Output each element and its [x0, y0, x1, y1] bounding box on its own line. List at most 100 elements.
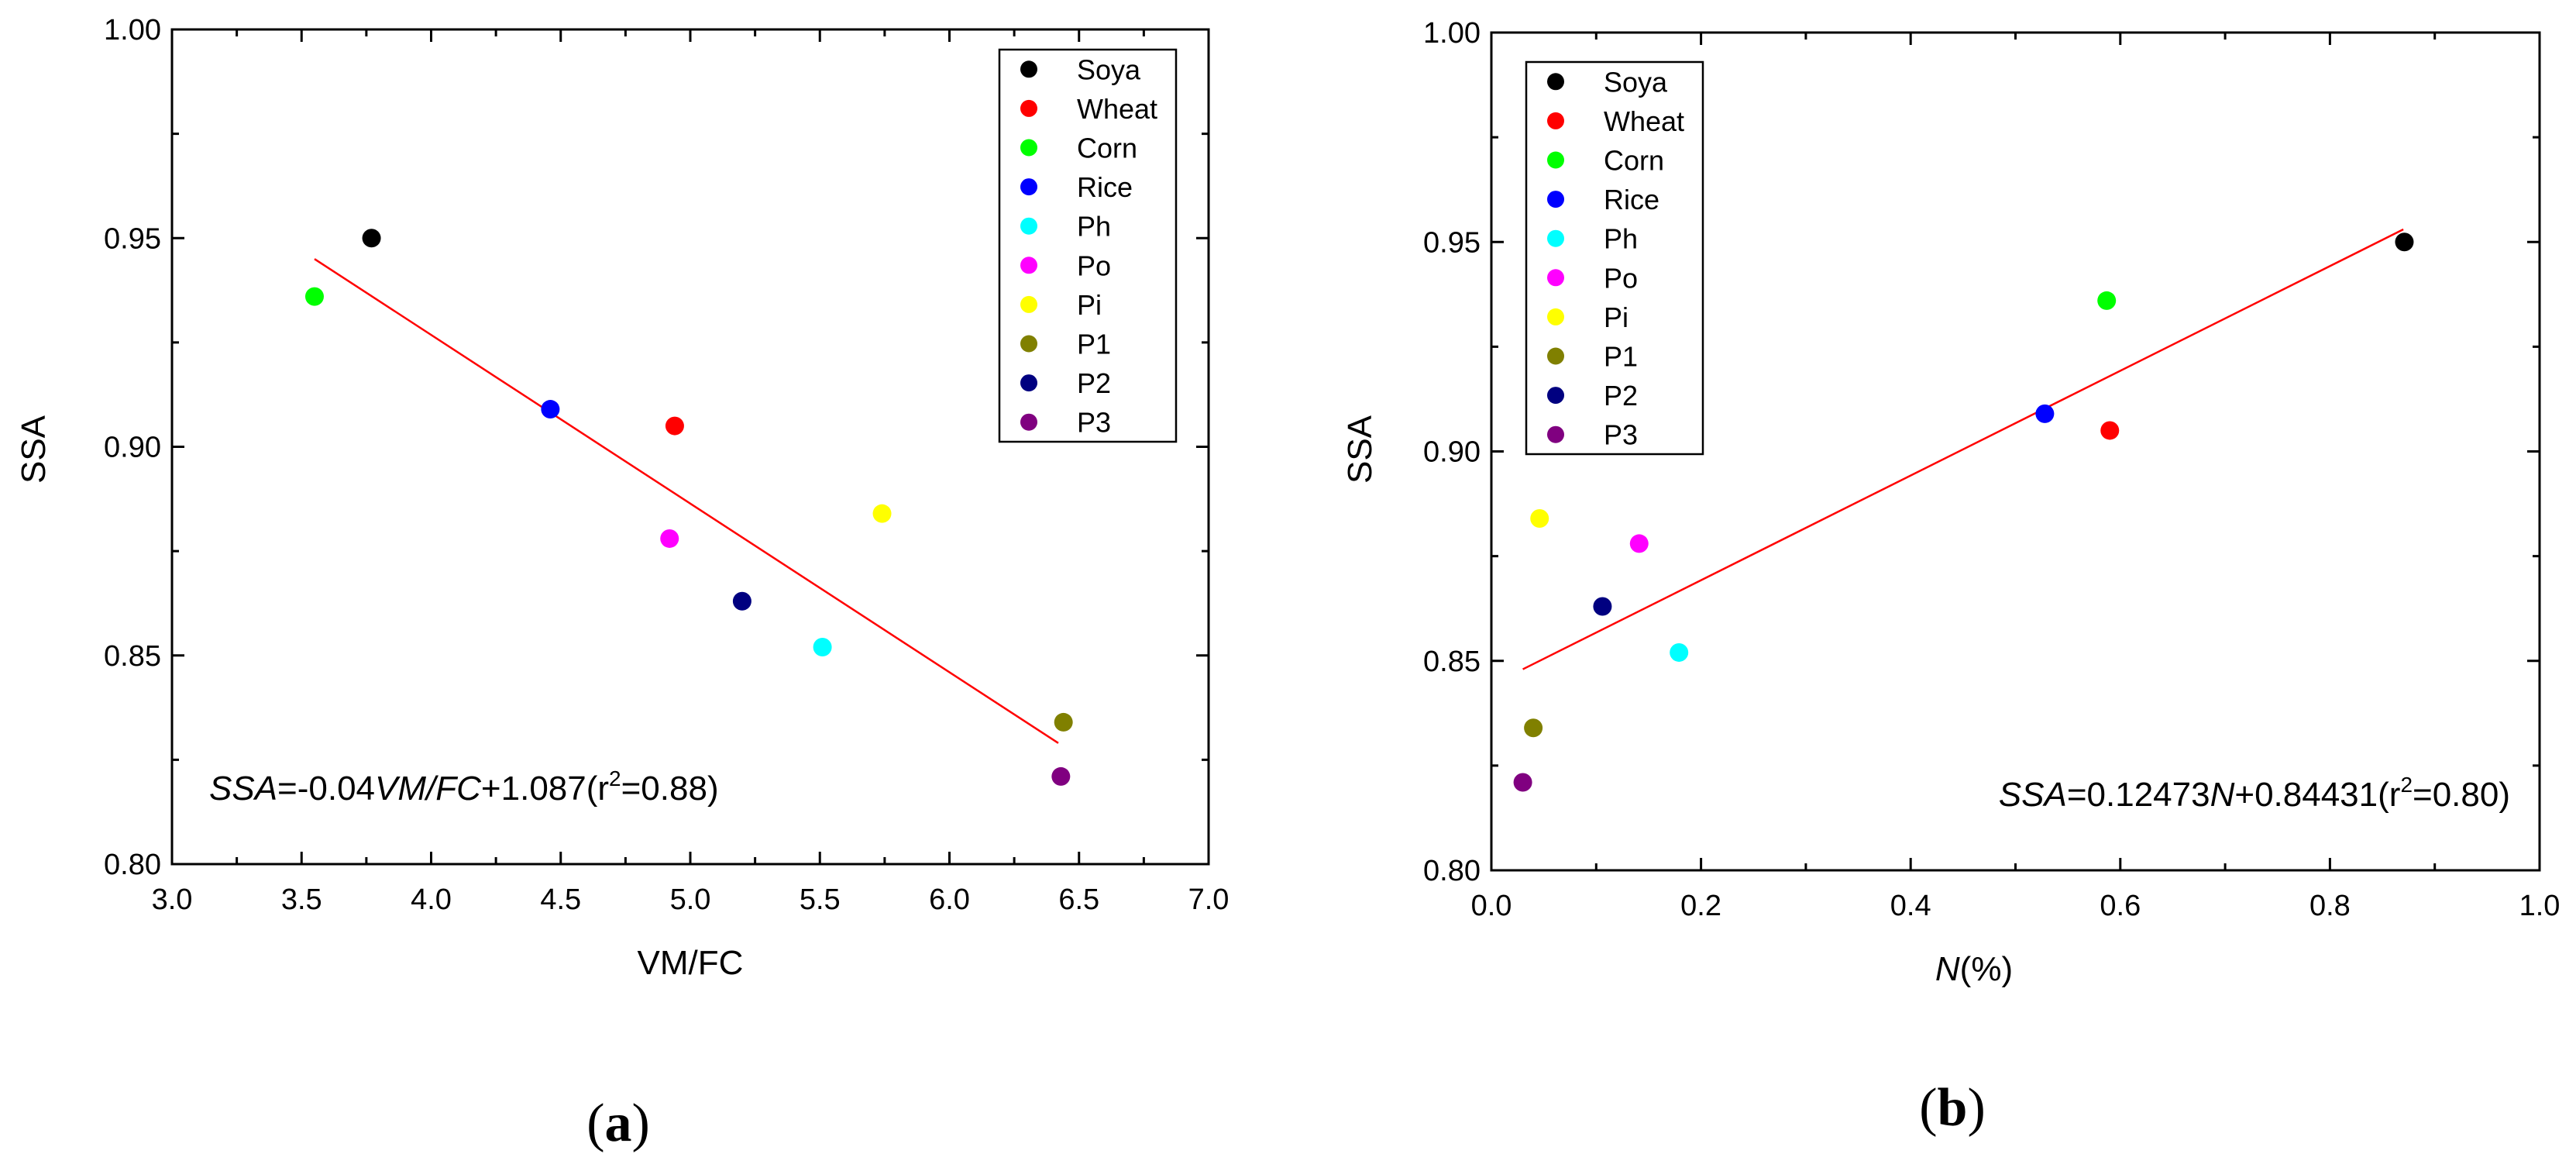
y-tick-label: 0.95 [1423, 226, 1481, 259]
legend-label: Soya [1077, 53, 1141, 85]
x-tick-label: 7.0 [1188, 883, 1230, 916]
legend-label: Soya [1604, 66, 1668, 98]
legend-label: P3 [1604, 419, 1638, 451]
x-tick-label: 0.6 [2100, 890, 2141, 922]
legend-label: Pi [1604, 301, 1628, 333]
data-point-p3: P3 [1513, 773, 1532, 792]
text-part: +0.84431(r [2234, 776, 2400, 814]
legend-label: Po [1604, 262, 1638, 294]
chart-panel-b: 0.0 0.2 0.4 0.6 0.8 1.00.800.850.900.951.00N(… [1341, 17, 2560, 1138]
x-tick-label: 5.5 [800, 883, 841, 916]
x-tick-label: 0.0 [1471, 890, 1512, 922]
legend-label: Ph [1077, 211, 1111, 243]
legend-marker-p2 [1020, 374, 1037, 392]
legend-marker-soya [1020, 60, 1037, 78]
x-tick-label: 4.5 [540, 883, 581, 916]
legend-marker-pi [1020, 295, 1037, 313]
x-axis-title: VM/FC [638, 944, 744, 982]
x-tick-label: 3.0 [152, 883, 193, 916]
legend-marker-p1 [1547, 347, 1564, 365]
data-point-rice: Rice [2035, 404, 2055, 423]
text-part: +1.087(r [481, 770, 609, 808]
x-tick-label: 0.2 [1680, 890, 1721, 922]
fit-line [314, 258, 1059, 744]
text-part: N [1935, 950, 1960, 988]
text-part: b [1938, 1078, 1968, 1138]
y-tick-label: 0.95 [104, 222, 161, 255]
y-tick-label: 0.85 [1423, 646, 1481, 678]
paren-open: ( [586, 1094, 604, 1153]
text-part: 2 [2400, 773, 2413, 797]
panel-label: (a) [586, 1094, 650, 1153]
legend-label: P1 [1077, 329, 1111, 360]
text-part: VM/FC [375, 770, 482, 808]
y-tick-label: 1.00 [1423, 17, 1481, 50]
fit-line [1522, 228, 2404, 670]
legend-label: Rice [1077, 171, 1133, 203]
data-point-corn: Corn [2097, 291, 2117, 310]
legend-label: P2 [1077, 367, 1111, 399]
text-part: N [2210, 776, 2235, 814]
legend-marker-p3 [1020, 413, 1037, 431]
legend: Soya Wheat Corn Rice Ph Po Pi P1 P2 P3 [998, 48, 1178, 443]
text-part: =0.88) [621, 770, 719, 808]
legend: Soya Wheat Corn Rice Ph Po Pi P1 P2 P3 [1525, 60, 1704, 456]
data-point-p1: P1 [1054, 712, 1073, 732]
legend-label: P2 [1604, 380, 1638, 412]
data-point-p2: P2 [1593, 597, 1612, 616]
y-tick-label: 0.90 [1423, 436, 1481, 469]
legend-marker-ph [1020, 217, 1037, 235]
legend-marker-rice [1547, 191, 1564, 208]
text-part: SSA [1999, 776, 2067, 814]
x-tick-label: 1.0 [2519, 890, 2561, 922]
panel-label: (b) [1919, 1078, 1986, 1138]
text-part: 2 [609, 766, 621, 790]
text-part: a [605, 1094, 632, 1153]
legend-label: Po [1077, 250, 1111, 281]
legend-marker-p2 [1547, 387, 1564, 405]
legend-marker-wheat [1020, 99, 1037, 117]
data-point-ph: Ph [1670, 642, 1689, 662]
legend-marker-po [1020, 257, 1037, 274]
data-point-wheat: Wheat [2100, 421, 2120, 440]
y-tick-label: 0.80 [1423, 855, 1481, 887]
y-tick-label: 0.90 [104, 432, 161, 464]
legend-marker-rice [1020, 178, 1037, 196]
legend-marker-p3 [1547, 425, 1564, 443]
data-point-wheat: Wheat [665, 416, 684, 436]
text-part: (%) [1960, 950, 2013, 988]
y-axis-title: SSA [1341, 415, 1379, 484]
x-tick-label: 3.5 [281, 883, 322, 916]
data-point-soya: Soya [2395, 232, 2414, 252]
data-point-p2: P2 [732, 591, 751, 611]
data-point-pi: Pi [1530, 508, 1549, 528]
x-tick-label: 0.4 [1890, 890, 1931, 922]
text-part: =-0.04 [277, 770, 375, 808]
y-axis-title: SSA [15, 415, 53, 484]
legend-marker-pi [1547, 308, 1564, 325]
data-point-pi: Pi [872, 504, 892, 523]
y-tick-label: 0.85 [104, 640, 161, 673]
paren-close: ) [1967, 1078, 1985, 1138]
legend-marker-wheat [1547, 112, 1564, 129]
x-tick-label: 4.0 [411, 883, 452, 916]
chart-panel-a: 3.0 3.5 4.0 4.5 5.0 5.5 6.0 6.5 7.0 0.80 0.85 0.90 0… [15, 14, 1229, 1153]
x-tick-label: 6.5 [1058, 883, 1099, 916]
x-axis-title: N(%) [1935, 950, 2013, 988]
paren-open: ( [1919, 1078, 1937, 1138]
legend-marker-soya [1547, 73, 1564, 91]
legend-label: P3 [1077, 407, 1111, 439]
x-tick-label: 6.0 [929, 883, 970, 916]
legend-marker-po [1547, 269, 1564, 287]
y-tick-label: 0.80 [104, 849, 161, 881]
text-part: =0.12473 [2067, 776, 2210, 814]
x-tick-label: 5.0 [670, 883, 711, 916]
legend-label: Rice [1604, 184, 1659, 215]
legend-label: Pi [1077, 289, 1102, 321]
legend-label: P1 [1604, 341, 1638, 373]
text-part: =0.80) [2413, 776, 2510, 814]
regression-equation: SSA=0.12473N+0.84431(r2=0.80) [1999, 773, 2510, 814]
legend-marker-corn [1547, 151, 1564, 169]
data-point-po: Po [660, 529, 679, 548]
